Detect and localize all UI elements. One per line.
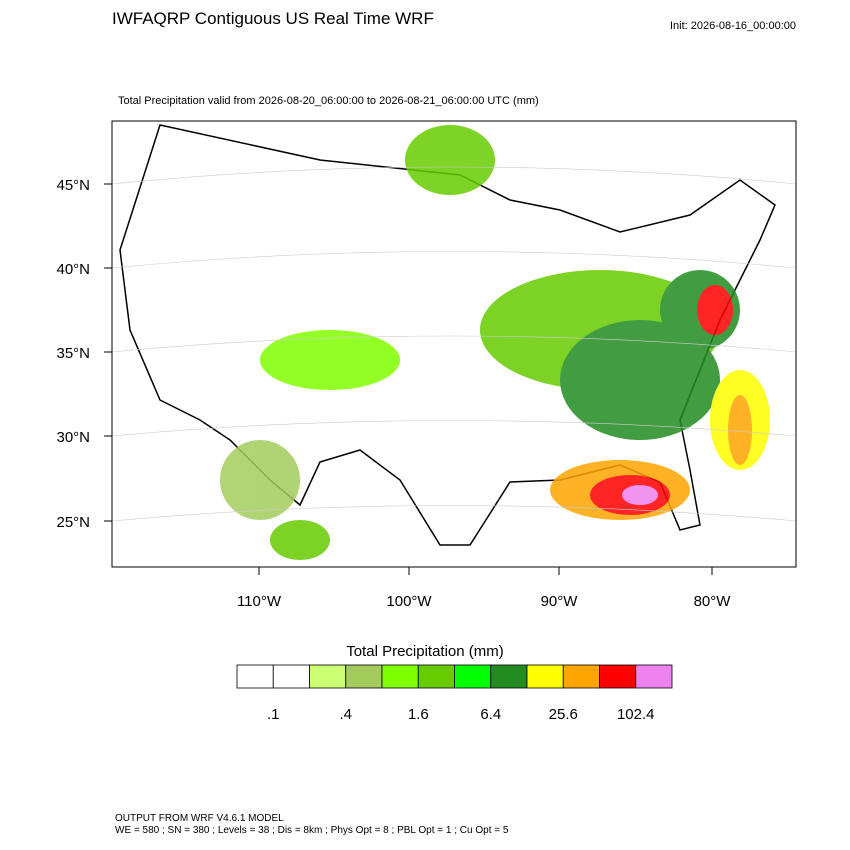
lat-label: 25°N — [56, 514, 90, 531]
colorbar-box — [381, 664, 419, 689]
colorbar-label: 1.6 — [408, 706, 429, 723]
colorbar-box — [345, 664, 383, 689]
colorbar-box — [635, 664, 673, 689]
lat-label: 45°N — [56, 177, 90, 194]
footer-line: WE = 580 ; SN = 380 ; Levels = 38 ; Dis … — [115, 825, 509, 836]
footer-line: OUTPUT FROM WRF V4.6.1 MODEL — [115, 813, 284, 824]
subtitle: Total Precipitation valid from 2026-08-2… — [118, 95, 539, 107]
graticule — [112, 166, 796, 522]
colorbar-label: .4 — [339, 706, 352, 723]
colorbar-box — [236, 664, 274, 689]
init-time: Init: 2026-08-16_00:00:00 — [670, 20, 796, 32]
lat-label: 40°N — [56, 261, 90, 278]
colorbar-label: 102.4 — [617, 706, 655, 723]
colorbar-box — [490, 664, 528, 689]
colorbar-box — [309, 664, 347, 689]
precip-areas — [220, 125, 770, 560]
lon-label: 80°W — [694, 593, 732, 610]
map-frame — [111, 120, 797, 568]
lat-label: 30°N — [56, 429, 90, 446]
colorbar-box — [562, 664, 600, 689]
lon-label: 110°W — [237, 593, 282, 610]
colorbar-box — [599, 664, 637, 689]
lat-label: 35°N — [56, 345, 90, 362]
colorbar-box — [454, 664, 492, 689]
colorbar-label: 25.6 — [549, 706, 578, 723]
colorbar-label: 6.4 — [480, 706, 501, 723]
map-panel — [111, 120, 797, 568]
colorbar-box — [526, 664, 564, 689]
colorbar-box — [417, 664, 455, 689]
colorbar-title: Total Precipitation (mm) — [346, 643, 504, 660]
colorbar-box — [272, 664, 310, 689]
lon-label: 100°W — [386, 593, 432, 610]
lon-label: 90°W — [541, 593, 579, 610]
colorbar-label: .1 — [267, 706, 280, 723]
title: IWFAQRP Contiguous US Real Time WRF — [112, 9, 434, 28]
